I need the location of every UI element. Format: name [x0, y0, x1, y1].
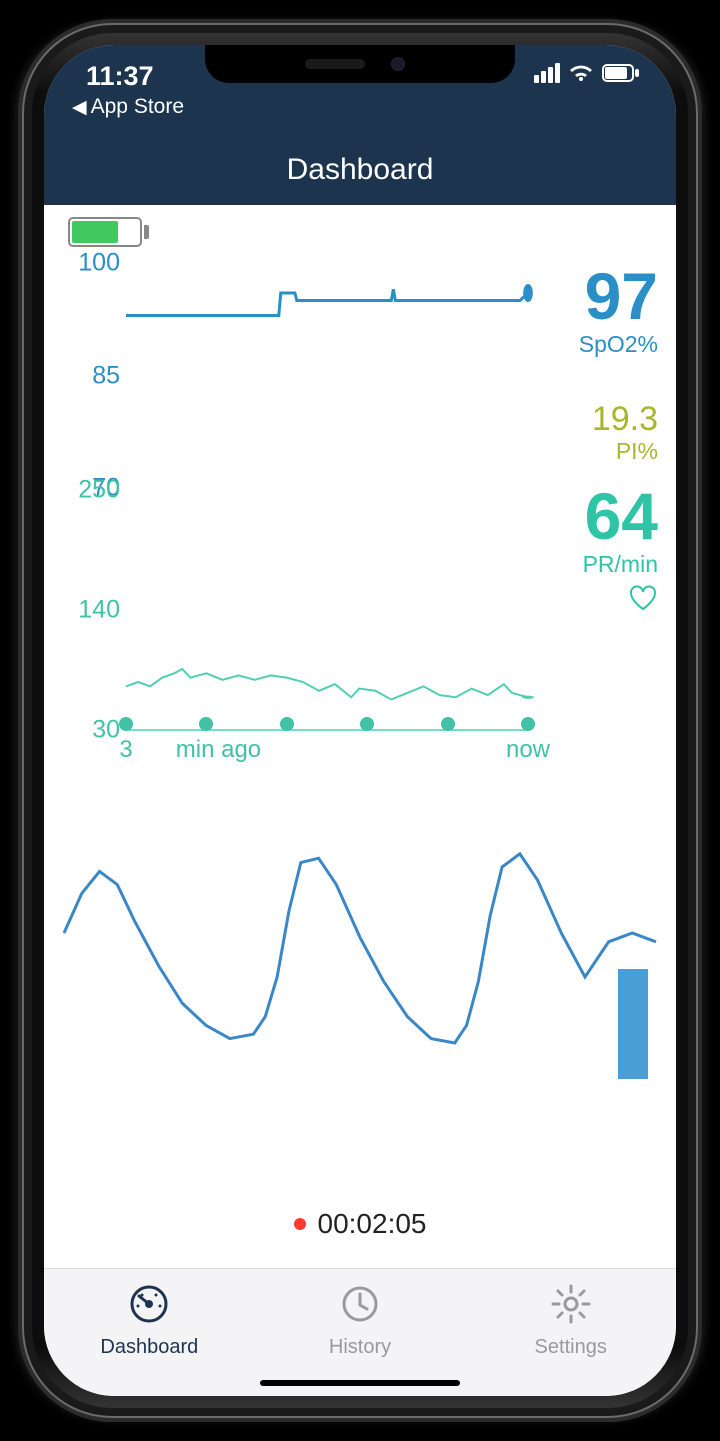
home-indicator[interactable]: [260, 1380, 460, 1386]
tab-bar: Dashboard History Settings: [44, 1268, 676, 1396]
screen: 11:37 ◀ App Store Dashboa: [44, 45, 676, 1396]
time-left-unit: min ago: [176, 736, 261, 764]
spo2-line: [126, 263, 528, 488]
page-title: Dashboard: [287, 153, 434, 187]
pr-value: 64: [579, 483, 658, 549]
wifi-icon: [568, 63, 594, 83]
tab-settings[interactable]: Settings: [465, 1269, 676, 1374]
tab-history[interactable]: History: [255, 1269, 466, 1374]
tab-settings-label: Settings: [535, 1336, 607, 1359]
status-icons: [534, 63, 640, 83]
nav-bar: Dashboard: [44, 135, 676, 205]
pr-label: PR/min: [579, 551, 658, 578]
time-right-label: now: [506, 736, 550, 764]
elapsed-time: 00:02:05: [318, 1208, 427, 1240]
device-frame: 11:37 ◀ App Store Dashboa: [0, 0, 720, 1441]
device-battery-indicator: [68, 217, 149, 247]
gear-icon: [551, 1284, 591, 1330]
recording-status: 00:02:05: [44, 1208, 676, 1240]
pr-line: [126, 490, 528, 730]
chevron-left-icon: ◀: [72, 96, 87, 119]
content: 1008570 3 min ago now 25014030: [44, 205, 676, 1268]
waveform-area: [64, 845, 656, 1105]
clock: 11:37: [86, 61, 154, 92]
phone-body: 11:37 ◀ App Store Dashboa: [22, 23, 698, 1418]
clock-icon: [340, 1284, 380, 1330]
pi-label: PI%: [579, 438, 658, 465]
gauge-icon: [129, 1284, 169, 1330]
cellular-icon: [534, 63, 560, 83]
time-left-value: 3: [119, 736, 132, 764]
tab-history-label: History: [329, 1336, 391, 1359]
tab-dashboard[interactable]: Dashboard: [44, 1269, 255, 1374]
spo2-label: SpO2%: [579, 331, 658, 358]
battery-icon: [602, 64, 640, 82]
back-to-appstore[interactable]: ◀ App Store: [72, 95, 184, 119]
pleth-waveform: [64, 845, 656, 1065]
readouts: 97 SpO2% 19.3 PI% 64 PR/min: [579, 263, 658, 615]
heart-icon: [628, 584, 658, 615]
pr-readout: 64 PR/min: [579, 483, 658, 615]
record-dot-icon: [294, 1218, 306, 1230]
time-axis-labels: 3 min ago now: [126, 736, 528, 766]
pi-readout: 19.3 PI%: [579, 402, 658, 465]
pi-value: 19.3: [579, 402, 658, 436]
back-label: App Store: [91, 95, 184, 119]
spo2-readout: 97 SpO2%: [579, 263, 658, 358]
time-axis-dots: [126, 717, 528, 733]
pulse-bar: [618, 969, 648, 1079]
tab-dashboard-label: Dashboard: [100, 1336, 198, 1359]
spo2-value: 97: [579, 263, 658, 329]
notch: [205, 45, 515, 83]
